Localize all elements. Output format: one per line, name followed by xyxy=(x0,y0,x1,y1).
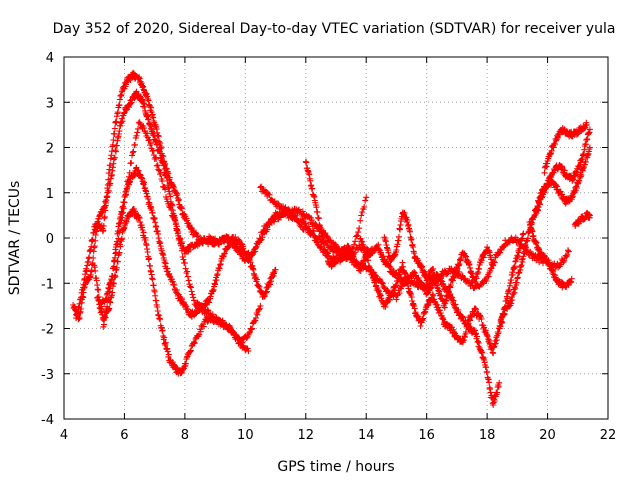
y-tick-label: 1 xyxy=(46,187,54,202)
y-tick-label: -2 xyxy=(41,323,54,338)
series-track-14 xyxy=(571,209,593,229)
data-point-markers xyxy=(73,88,370,322)
x-tick-label: 12 xyxy=(298,428,315,443)
x-axis-label: GPS time / hours xyxy=(277,459,394,475)
data-point-markers xyxy=(541,119,590,176)
series-track-11 xyxy=(532,126,593,218)
series-track-1 xyxy=(70,69,376,323)
data-points xyxy=(70,69,593,408)
x-tick-labels: 4 6 8 10 12 14 16 18 20 22 xyxy=(60,428,616,443)
series-track-13 xyxy=(526,219,575,291)
y-tick-label: 0 xyxy=(46,232,54,247)
data-point-markers xyxy=(571,209,593,229)
x-tick-label: 20 xyxy=(539,428,556,443)
series-track-7 xyxy=(302,158,503,408)
data-point-markers xyxy=(381,209,497,311)
y-tick-label: 3 xyxy=(46,96,54,111)
y-tick-label: 4 xyxy=(46,51,54,66)
data-point-markers xyxy=(302,158,503,408)
y-tick-label: -1 xyxy=(41,277,54,292)
x-tick-label: 4 xyxy=(60,428,68,443)
x-tick-label: 18 xyxy=(479,428,496,443)
x-tick-label: 16 xyxy=(418,428,435,443)
x-tick-label: 22 xyxy=(600,428,617,443)
series-track-12 xyxy=(541,119,590,176)
y-tick-labels: 4 3 2 1 0 -1 -2 -3 -4 xyxy=(41,51,54,428)
x-tick-label: 6 xyxy=(120,428,128,443)
series-track-5 xyxy=(100,119,252,355)
x-tick-label: 14 xyxy=(358,428,375,443)
grid-lines xyxy=(64,57,608,419)
y-axis-label: SDTVAR / TECUs xyxy=(7,181,23,296)
data-point-markers xyxy=(532,126,593,218)
data-point-markers xyxy=(100,119,252,355)
data-point-markers xyxy=(70,69,376,323)
chart-title: Day 352 of 2020, Sidereal Day-to-day VTE… xyxy=(53,21,616,37)
x-tick-label: 10 xyxy=(237,428,254,443)
series-track-6 xyxy=(257,183,572,303)
series-track-9 xyxy=(381,209,497,311)
y-tick-label: -3 xyxy=(41,368,54,383)
series-track-3 xyxy=(91,164,279,320)
data-point-markers xyxy=(257,183,572,303)
axis-ticks xyxy=(63,56,609,420)
x-tick-label: 8 xyxy=(181,428,189,443)
y-tick-label: -4 xyxy=(41,413,54,428)
series-track-2 xyxy=(73,88,370,322)
data-point-markers xyxy=(91,164,279,320)
y-tick-label: 2 xyxy=(46,142,54,157)
data-point-markers xyxy=(526,219,575,291)
